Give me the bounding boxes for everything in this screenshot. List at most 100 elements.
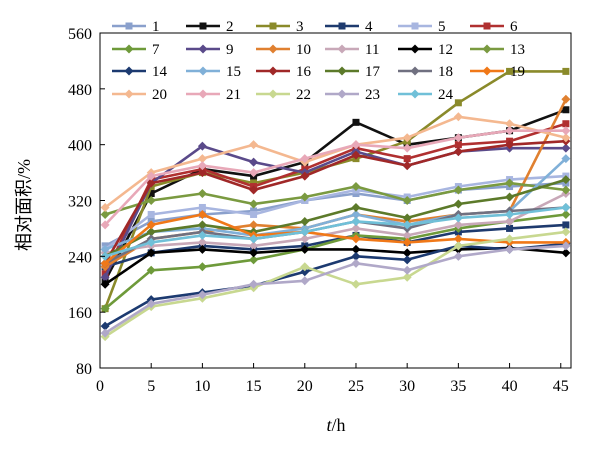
series-line-20 — [104, 115, 567, 209]
point-13-4 — [300, 192, 310, 202]
series-line-11 — [104, 192, 567, 255]
point-3-7 — [454, 99, 462, 107]
point-19-6 — [402, 237, 412, 247]
legend-label-5: 5 — [438, 19, 446, 35]
point-11-7 — [453, 220, 463, 230]
point-24-8 — [505, 209, 515, 219]
point-17-1 — [146, 227, 156, 237]
legend-marker-20 — [124, 89, 134, 99]
point-23-2 — [197, 290, 207, 300]
point-23-9 — [561, 241, 571, 251]
point-14-6 — [402, 255, 412, 265]
legend-item-14: 14 — [112, 64, 168, 80]
point-15-0 — [100, 244, 110, 254]
legend-item-7: 7 — [112, 42, 160, 58]
legend-marker-6 — [483, 22, 491, 30]
legend-marker-11 — [337, 44, 347, 54]
point-23-4 — [300, 276, 310, 286]
point-22-9 — [561, 227, 571, 237]
point-11-5 — [351, 223, 361, 233]
series-line-7 — [104, 213, 567, 310]
point-21-2 — [197, 161, 207, 171]
series-line-16 — [103, 139, 566, 264]
point-21-5 — [351, 140, 361, 150]
y-tick-label-560: 560 — [68, 26, 92, 43]
point-3-9 — [562, 67, 570, 75]
legend-item-6: 6 — [470, 19, 518, 35]
point-16-7 — [453, 147, 463, 157]
legend-marker-1 — [125, 22, 133, 30]
point-24-9 — [561, 202, 571, 212]
point-9-3 — [249, 157, 259, 167]
legend-marker-7 — [124, 44, 134, 54]
legend-label-4: 4 — [365, 19, 373, 35]
point-9-0 — [100, 272, 110, 282]
point-3-8 — [506, 67, 514, 75]
series-line-5 — [104, 174, 566, 251]
legend-marker-4 — [338, 22, 346, 30]
legend-item-10: 10 — [256, 42, 311, 58]
legend-marker-19 — [482, 66, 492, 76]
point-24-3 — [249, 234, 259, 244]
x-tick-label-10: 10 — [194, 378, 210, 395]
point-21-7 — [453, 133, 463, 143]
legend-item-17: 17 — [325, 64, 381, 80]
point-14-0 — [100, 321, 110, 331]
legend-item-13: 13 — [470, 42, 525, 58]
point-15-5 — [351, 209, 361, 219]
point-21-9 — [561, 126, 571, 136]
point-5-2 — [198, 203, 206, 211]
series-line-6 — [103, 122, 567, 275]
point-17-4 — [300, 216, 310, 226]
legend-label-21: 21 — [226, 87, 241, 103]
legend-label-18: 18 — [438, 64, 453, 80]
point-5-1 — [147, 210, 155, 218]
point-17-9 — [561, 175, 571, 185]
x-axis-label: t/h — [326, 415, 345, 435]
legend-marker-2 — [199, 22, 207, 30]
point-9-2 — [197, 141, 207, 151]
point-12-2 — [197, 244, 207, 254]
point-19-7 — [453, 234, 463, 244]
point-12-9 — [561, 248, 571, 258]
point-9-9 — [561, 143, 571, 153]
legend-marker-23 — [337, 89, 347, 99]
legend-marker-16 — [268, 66, 278, 76]
point-11-4 — [300, 234, 310, 244]
series-24 — [100, 202, 571, 261]
legend-item-18: 18 — [398, 64, 453, 80]
point-22-4 — [300, 262, 310, 272]
legend-label-23: 23 — [365, 87, 380, 103]
point-16-5 — [351, 150, 361, 160]
point-7-0 — [100, 304, 110, 314]
point-13-3 — [249, 199, 259, 209]
point-19-0 — [100, 258, 110, 268]
point-13-7 — [453, 185, 463, 195]
point-20-2 — [197, 154, 207, 164]
x-tick-label-40: 40 — [502, 378, 518, 395]
legend-label-10: 10 — [296, 42, 311, 58]
legend-item-5: 5 — [398, 19, 446, 35]
point-13-2 — [197, 189, 207, 199]
series-line-19 — [104, 213, 566, 265]
legend-label-24: 24 — [438, 87, 454, 103]
series-line-12 — [104, 246, 567, 286]
series-13 — [100, 178, 571, 219]
point-16-1 — [146, 178, 156, 188]
legend-item-2: 2 — [186, 19, 234, 35]
point-20-3 — [249, 140, 259, 150]
point-13-9 — [561, 185, 571, 195]
point-22-7 — [453, 241, 463, 251]
point-13-5 — [351, 182, 361, 192]
point-11-6 — [402, 230, 412, 240]
point-7-2 — [197, 262, 207, 272]
point-10-9 — [561, 94, 571, 104]
legend-item-12: 12 — [398, 42, 453, 58]
point-16-2 — [197, 168, 207, 178]
legend-label-15: 15 — [226, 64, 241, 80]
point-12-4 — [300, 244, 310, 254]
x-tick-label-5: 5 — [147, 378, 155, 395]
legend-item-3: 3 — [256, 19, 304, 35]
point-17-5 — [351, 202, 361, 212]
legend-label-17: 17 — [365, 64, 381, 80]
